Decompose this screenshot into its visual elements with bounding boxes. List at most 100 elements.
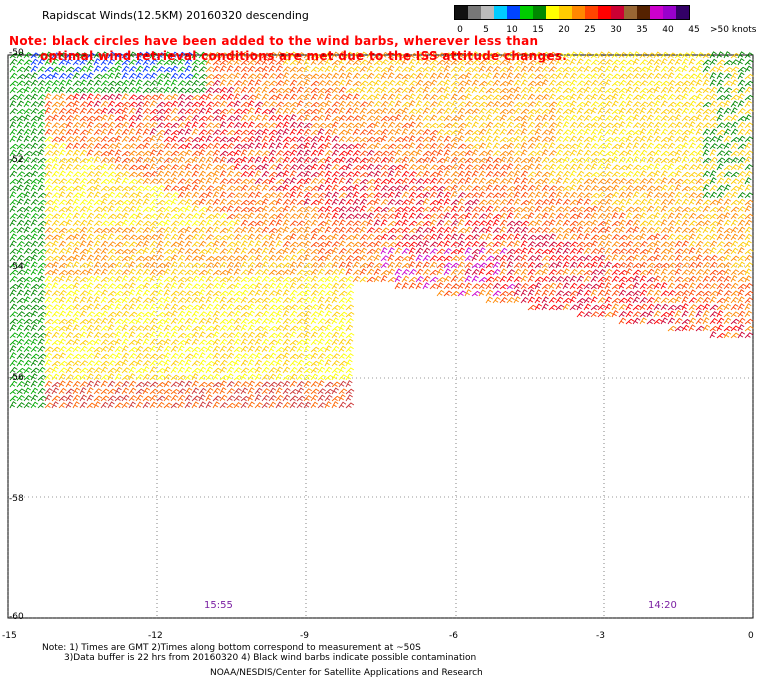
wind-barb [51,325,61,332]
wind-barb [30,86,39,94]
wind-barb [247,170,256,178]
wind-barb [380,185,389,192]
wind-barb [268,114,277,122]
wind-barb [499,199,508,206]
wind-barb [485,80,494,87]
wind-barb [499,121,508,129]
wind-barb [702,241,711,248]
wind-barb [142,87,152,94]
wind-barb [247,121,255,129]
wind-barb [135,296,143,304]
wind-barb [457,177,466,185]
wind-barb [44,115,53,122]
wind-barb [240,283,250,290]
wind-barb [527,220,537,227]
wind-barb [86,100,95,108]
wind-barb [352,227,361,234]
wind-barb [135,128,143,136]
wind-barb [590,185,599,192]
wind-barb [282,332,291,339]
wind-barb [233,80,242,87]
wind-barb [471,121,479,129]
color-scale-label: 30 [610,25,622,35]
wind-barb [394,73,403,80]
wind-barb [604,108,613,115]
wind-barb [310,52,320,59]
wind-barb [338,135,347,143]
wind-barb [408,191,417,199]
wind-barb [695,317,704,325]
wind-barb [604,205,613,213]
wind-barb [590,142,599,150]
wind-barb [23,387,31,395]
wind-barb [310,58,319,66]
wind-barb [135,135,143,143]
wind-barb [51,290,60,297]
wind-barb [170,325,180,332]
wind-barb [688,136,698,143]
wind-barb [44,143,54,150]
wind-barb [674,66,684,73]
wind-barb [142,401,151,409]
wind-barb [611,206,621,213]
wind-barb [79,212,88,220]
wind-barb [310,142,318,150]
wind-barb [149,381,159,388]
wind-barb [555,219,564,227]
wind-barb [114,275,123,283]
wind-barb [562,121,570,129]
wind-barb [128,198,137,206]
wind-barb [254,93,262,101]
wind-barb [338,185,348,192]
wind-barb [303,254,311,262]
wind-barb [191,121,199,129]
wind-barb [667,52,677,59]
wind-barb [695,226,704,234]
wind-barb [233,157,243,164]
wind-barb [478,94,488,101]
wind-barb [492,66,501,73]
wind-barb [233,304,243,311]
wind-barb [625,206,635,213]
wind-barb [597,178,607,185]
wind-barb [9,303,18,311]
wind-barb [331,212,339,220]
wind-barb [128,297,137,304]
wind-barb [345,332,355,339]
wind-barb [198,163,206,171]
wind-barb [562,191,571,199]
wind-barb [16,254,25,262]
wind-barb [16,135,24,143]
wind-barb [471,136,480,143]
color-scale-swatch [455,6,468,19]
wind-barb [485,72,493,80]
wind-barb [716,101,726,108]
wind-barb [296,325,306,332]
wind-barb [499,283,509,290]
wind-barb [170,360,179,367]
wind-barb [100,374,110,381]
wind-barb [205,150,214,157]
wind-barb [93,275,101,283]
wind-barb [625,318,635,325]
wind-barb [471,101,481,108]
wind-barb [86,226,95,234]
wind-barb [184,282,193,290]
wind-barb [625,290,635,297]
wind-barb [254,247,263,255]
wind-barb [72,66,82,73]
wind-barb [345,247,354,255]
wind-barb [555,177,563,185]
wind-barb [443,262,453,269]
wind-barb [37,52,46,59]
wind-barb [660,184,669,192]
wind-barb [744,108,754,115]
wind-barb [366,185,375,192]
wind-barb [247,178,256,185]
wind-barb [37,157,47,164]
wind-barb [555,164,564,171]
wind-barb [170,268,179,276]
wind-barb [86,352,95,360]
wind-barb [366,108,376,115]
wind-barb [177,282,185,290]
